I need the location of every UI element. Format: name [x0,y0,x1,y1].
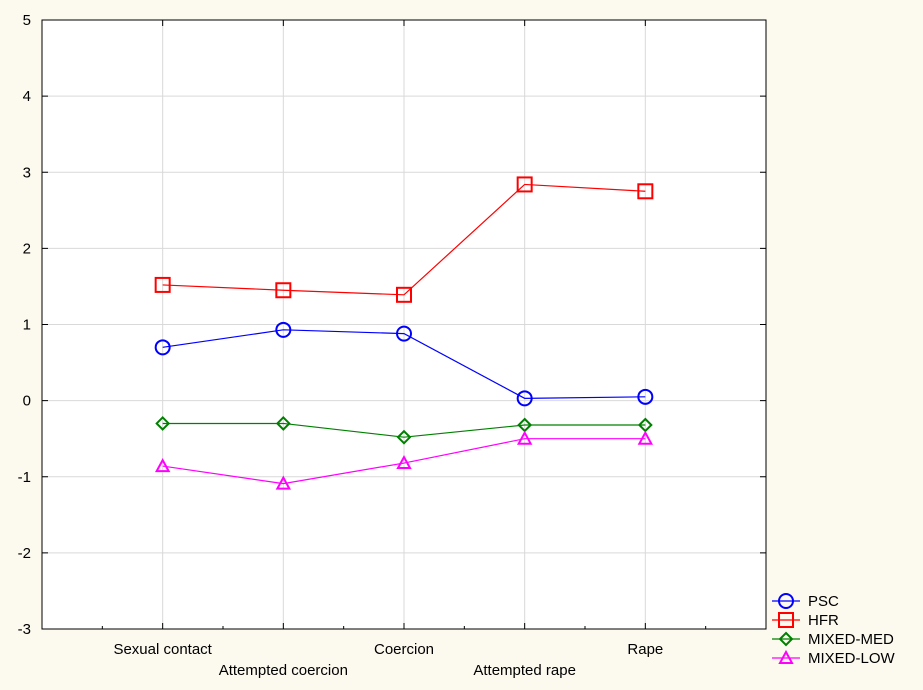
marker-diamond [275,416,291,431]
marker-circle [154,339,171,356]
legend-item: PSC [772,593,839,610]
marker-triangle [516,430,533,445]
marker-diamond [155,416,171,431]
grid-lines [42,20,766,629]
y-tick-label: -2 [18,545,31,562]
y-tick-label: 5 [23,12,31,29]
marker-triangle [396,454,412,470]
y-tick-label: 1 [23,317,31,334]
legend-label: MIXED-LOW [808,650,896,667]
x-tick-labels: Sexual contact Attempted coercion Coercion… [113,641,663,679]
marker-triangle [637,430,654,445]
y-tick-label: -1 [18,469,31,486]
legend-item: MIXED-MED [772,631,894,648]
marker-square [154,276,171,293]
series-line [162,438,646,485]
y-tick-label: -3 [18,621,31,638]
marker-triangle [154,458,171,473]
legend-label: PSC [808,593,839,610]
marker-circle [637,388,654,405]
y-tick-label: 4 [23,88,31,105]
legend-item: HFR [772,612,839,629]
y-tick-label: 2 [23,240,31,257]
marker-circle [778,593,794,609]
x-tick-label: Attempted coercion [219,662,348,679]
legend: PSC HFR MIXED-MED MIXED-LOW [772,593,896,667]
legend-label: HFR [808,612,839,629]
series-line [162,422,646,438]
marker-circle [516,390,533,407]
marker-square [516,176,533,193]
series-mixed-low [154,430,654,490]
x-tick-label: Rape [627,641,663,658]
marker-diamond [396,429,412,445]
legend-label: MIXED-MED [808,631,894,648]
axis-ticks [42,19,766,630]
y-tick-label: 3 [23,164,31,181]
x-tick-label: Attempted rape [473,662,576,679]
x-tick-label: Coercion [374,641,434,658]
x-tick-label: Sexual contact [113,641,212,658]
series-psc [154,321,654,407]
marker-square [778,612,794,628]
y-tick-label: 0 [23,393,31,410]
legend-item: MIXED-LOW [772,649,896,667]
y-tick-labels: 5 4 3 2 1 0 -1 -2 -3 [18,12,31,638]
marker-square [396,286,412,303]
marker-square [275,282,292,299]
series-lines [154,176,654,490]
marker-triangle [275,475,292,490]
marker-square [637,183,654,200]
marker-diamond [778,631,794,647]
series-hfr [154,176,654,303]
marker-triangle [778,649,794,664]
series-line [162,329,646,399]
marker-circle [396,325,412,342]
marker-circle [275,321,292,338]
series-line [162,183,646,296]
